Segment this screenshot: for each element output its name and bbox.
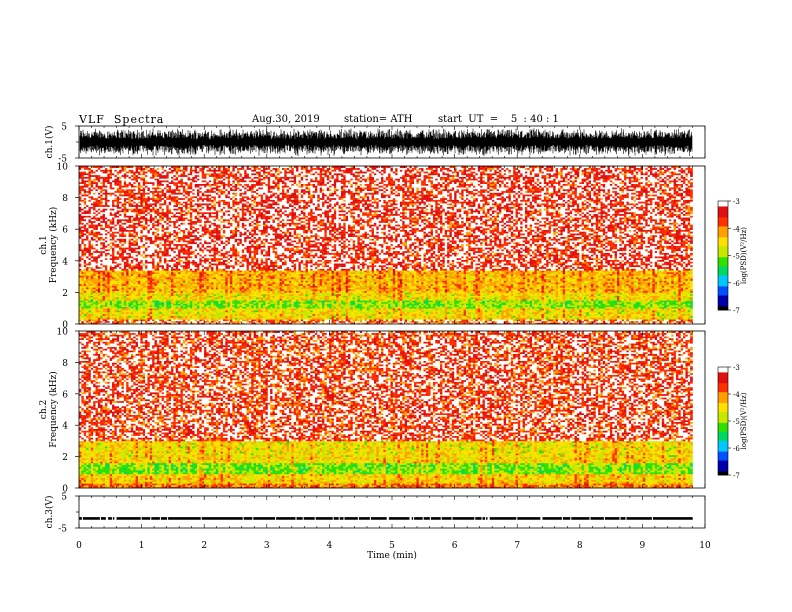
y-tick-label: 5 bbox=[61, 123, 67, 133]
x-axis-label: Time (min) bbox=[367, 550, 417, 561]
y-tick-label: 5 bbox=[61, 493, 67, 503]
x-tick-label: 4 bbox=[327, 541, 333, 551]
y-axis-label: ch.3(V) bbox=[44, 496, 55, 529]
panel-border bbox=[79, 496, 705, 528]
x-tick-label: 3 bbox=[264, 541, 270, 551]
y-axis-label: ch.1(V) bbox=[44, 126, 55, 159]
x-tick-label: 7 bbox=[514, 541, 520, 551]
colorbar-tick-label: -5 bbox=[733, 418, 740, 426]
colorbar-tick-label: -3 bbox=[733, 198, 740, 206]
x-tick-label: 10 bbox=[699, 541, 711, 551]
x-tick-label: 0 bbox=[76, 541, 82, 551]
y-tick-label: 8 bbox=[62, 359, 68, 369]
y-tick-label: 4 bbox=[62, 422, 68, 432]
y-axis-label-channel: ch.1 bbox=[39, 235, 49, 254]
y-axis-label-frequency: Frequency (kHz) bbox=[48, 371, 59, 448]
y-axis-label-frequency: Frequency (kHz) bbox=[48, 207, 59, 284]
spectrogram-ch2-cells bbox=[79, 331, 693, 488]
colorbar-label: log(PSD)(V²/Hz) bbox=[740, 392, 748, 449]
y-tick-label: 4 bbox=[62, 257, 68, 267]
x-tick-label: 5 bbox=[389, 541, 395, 551]
colorbar-tick-label: -3 bbox=[733, 364, 740, 372]
y-tick-label: 8 bbox=[62, 194, 68, 204]
colorbar-label: log(PSD)(V²/Hz) bbox=[740, 227, 748, 284]
x-tick-label: 8 bbox=[577, 541, 583, 551]
y-tick-label: 2 bbox=[62, 289, 68, 299]
y-tick-label: -5 bbox=[58, 525, 67, 535]
colorbar-tick-label: -7 bbox=[733, 472, 740, 480]
ch1-waveform-trace bbox=[80, 128, 692, 156]
figure: 5-5ch.1(V)0246810ch.1 Frequency (kHz)-3-4… bbox=[0, 0, 792, 612]
y-tick-label: 6 bbox=[62, 226, 68, 236]
colorbar-tick-label: -5 bbox=[733, 253, 740, 261]
y-tick-label: 6 bbox=[62, 390, 68, 400]
colorbar-tick-label: -7 bbox=[733, 307, 740, 315]
ch3-waveform-trace bbox=[80, 517, 692, 520]
spectrogram-ch1-cells bbox=[79, 166, 693, 324]
x-tick-label: 6 bbox=[452, 541, 458, 551]
panel-frame-4: 5 -5ch.3(V) bbox=[44, 493, 705, 535]
x-tick-label: 1 bbox=[139, 541, 145, 551]
y-tick-label: 10 bbox=[57, 328, 69, 338]
y-axis-label-channel: ch.2 bbox=[39, 400, 49, 419]
y-tick-label: 2 bbox=[62, 453, 68, 463]
y-tick-label: 10 bbox=[57, 163, 69, 173]
x-tick-label: 9 bbox=[640, 541, 646, 551]
x-tick-label: 2 bbox=[201, 541, 207, 551]
